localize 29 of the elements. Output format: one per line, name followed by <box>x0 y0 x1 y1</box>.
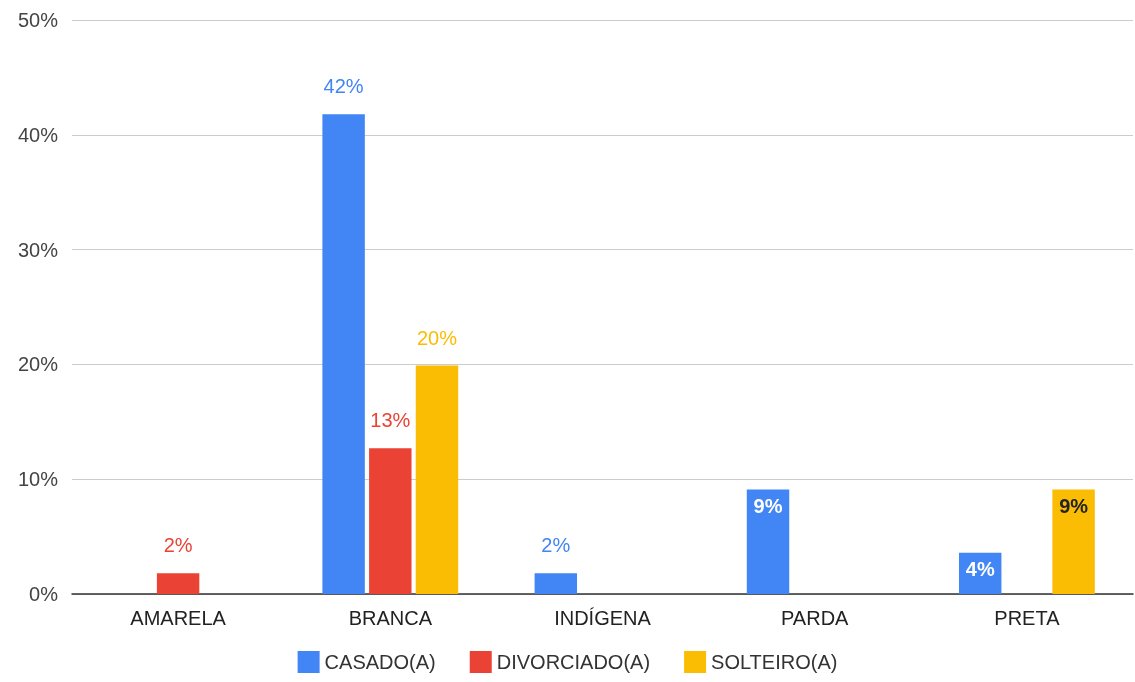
y-tick-label: 50% <box>17 9 59 31</box>
x-tick-label: PARDA <box>780 607 850 629</box>
data-label: 13% <box>370 409 411 432</box>
data-label: 4% <box>965 557 995 580</box>
bar <box>746 489 790 594</box>
bar <box>322 114 365 594</box>
legend-label: CASADO(A) <box>324 651 436 673</box>
y-tick-label: 30% <box>17 238 59 261</box>
legend-label: SOLTEIRO(A) <box>711 651 838 673</box>
bar <box>534 573 578 594</box>
bar <box>1052 489 1095 594</box>
data-label: 2% <box>541 534 571 557</box>
data-label: 20% <box>416 326 458 349</box>
y-tick-label: 0% <box>29 583 59 605</box>
y-tick-label: 40% <box>17 123 59 146</box>
data-label: 42% <box>323 75 364 98</box>
bar <box>369 448 412 594</box>
data-label: 9% <box>753 494 783 517</box>
x-tick-label: PRETA <box>994 607 1061 629</box>
x-tick-label: AMARELA <box>130 607 227 629</box>
bar <box>415 365 459 594</box>
legend-label: DIVORCIADO(A) <box>496 651 651 673</box>
y-tick-label: 20% <box>17 353 59 376</box>
bar <box>156 573 200 594</box>
data-label: 2% <box>163 534 193 557</box>
y-tick-label: 10% <box>17 468 59 491</box>
x-tick-label: INDÍGENA <box>554 607 652 629</box>
data-label: 9% <box>1059 494 1089 517</box>
x-tick-label: BRANCA <box>348 607 433 629</box>
